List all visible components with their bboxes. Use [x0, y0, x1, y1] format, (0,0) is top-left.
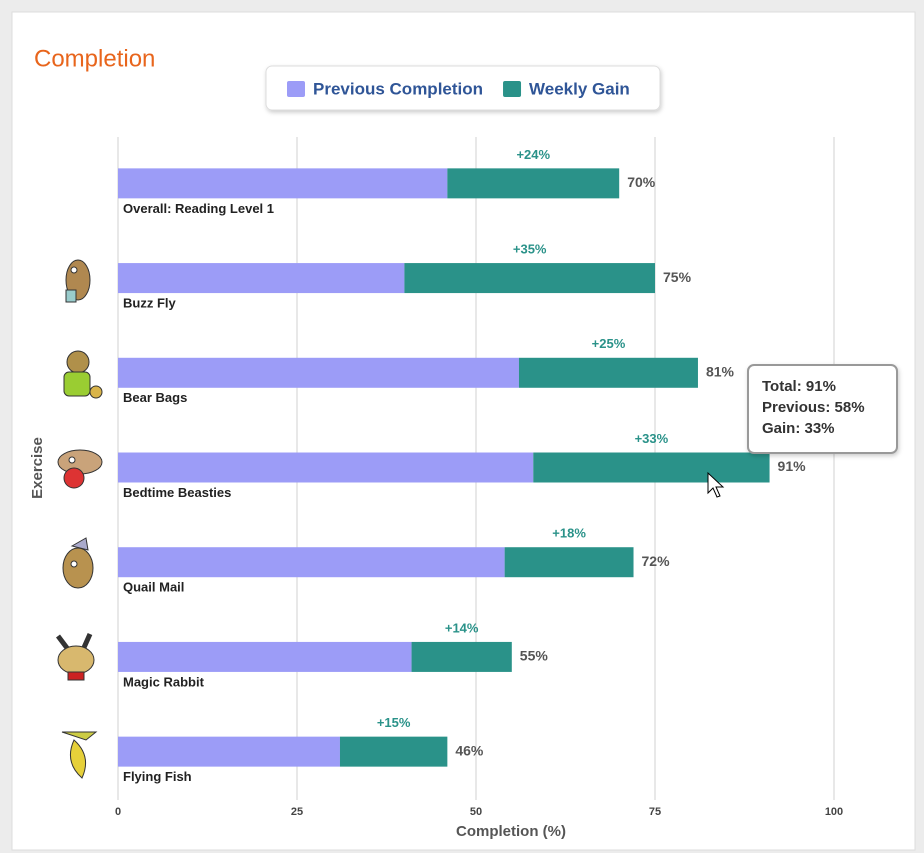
total-label: 72%	[642, 553, 671, 569]
category-label: Magic Rabbit	[123, 674, 205, 689]
gain-label: +15%	[377, 715, 411, 730]
x-tick-label: 25	[291, 806, 303, 818]
total-label: 75%	[663, 269, 692, 285]
legend-box	[265, 65, 661, 111]
category-label: Bear Bags	[123, 390, 187, 405]
total-label: 81%	[706, 363, 735, 379]
bar-segment	[118, 168, 448, 199]
gain-label: +33%	[635, 431, 669, 446]
gain-label: +35%	[513, 242, 547, 257]
gain-label: +18%	[552, 526, 586, 541]
bar-segment	[118, 547, 505, 578]
exercise-icon	[63, 350, 103, 399]
tooltip-box	[747, 364, 898, 454]
legend-swatch	[503, 81, 522, 97]
chart-title: Completion	[34, 45, 155, 72]
bar-segment	[339, 736, 448, 767]
bar-segment	[118, 452, 534, 483]
y-axis-title: Exercise	[29, 437, 46, 499]
total-label: 70%	[627, 174, 656, 190]
bar-segment	[118, 263, 405, 294]
x-axis-title: Completion (%)	[456, 823, 566, 840]
x-tick-label: 0	[115, 806, 121, 818]
bar-segment	[533, 452, 770, 483]
legend-label: Previous Completion	[313, 79, 483, 98]
gain-label: +25%	[592, 336, 626, 351]
bar-segment	[118, 357, 519, 388]
bar-segment	[118, 641, 412, 672]
bar-segment	[447, 168, 620, 199]
category-label: Overall: Reading Level 1	[123, 201, 274, 216]
bar-segment	[518, 357, 698, 388]
x-tick-label: 75	[649, 806, 661, 818]
x-tick-label: 100	[825, 806, 843, 818]
bar-segment	[404, 263, 655, 294]
category-label: Buzz Fly	[123, 296, 176, 311]
gain-label: +14%	[445, 620, 479, 635]
exercise-icon	[61, 731, 98, 779]
total-label: 55%	[520, 648, 549, 664]
bar-segment	[118, 736, 340, 767]
exercise-icon	[65, 259, 91, 303]
exercise-icon	[56, 632, 95, 681]
tooltip-line: Gain: 33%	[762, 420, 835, 437]
bar-segment	[411, 641, 512, 672]
cursor	[707, 471, 725, 498]
bar-segment	[504, 547, 634, 578]
exercise-icon	[57, 449, 103, 489]
total-label: 91%	[778, 458, 807, 474]
total-label: 46%	[455, 742, 484, 758]
plot-area: 0 25 50 75 100 Previous Completion Weekly Gain…	[115, 79, 843, 817]
legend-swatch	[287, 81, 305, 97]
legend-label: Weekly Gain	[529, 79, 630, 98]
category-label: Quail Mail	[123, 580, 184, 595]
exercise-icon	[62, 537, 94, 589]
category-label: Flying Fish	[123, 769, 192, 784]
tooltip-line: Previous: 58%	[762, 399, 865, 416]
tooltip-line: Total: 91%	[762, 378, 836, 395]
category-label: Bedtime Beasties	[123, 485, 231, 500]
x-tick-label: 50	[470, 806, 482, 818]
gain-label: +24%	[516, 147, 550, 162]
